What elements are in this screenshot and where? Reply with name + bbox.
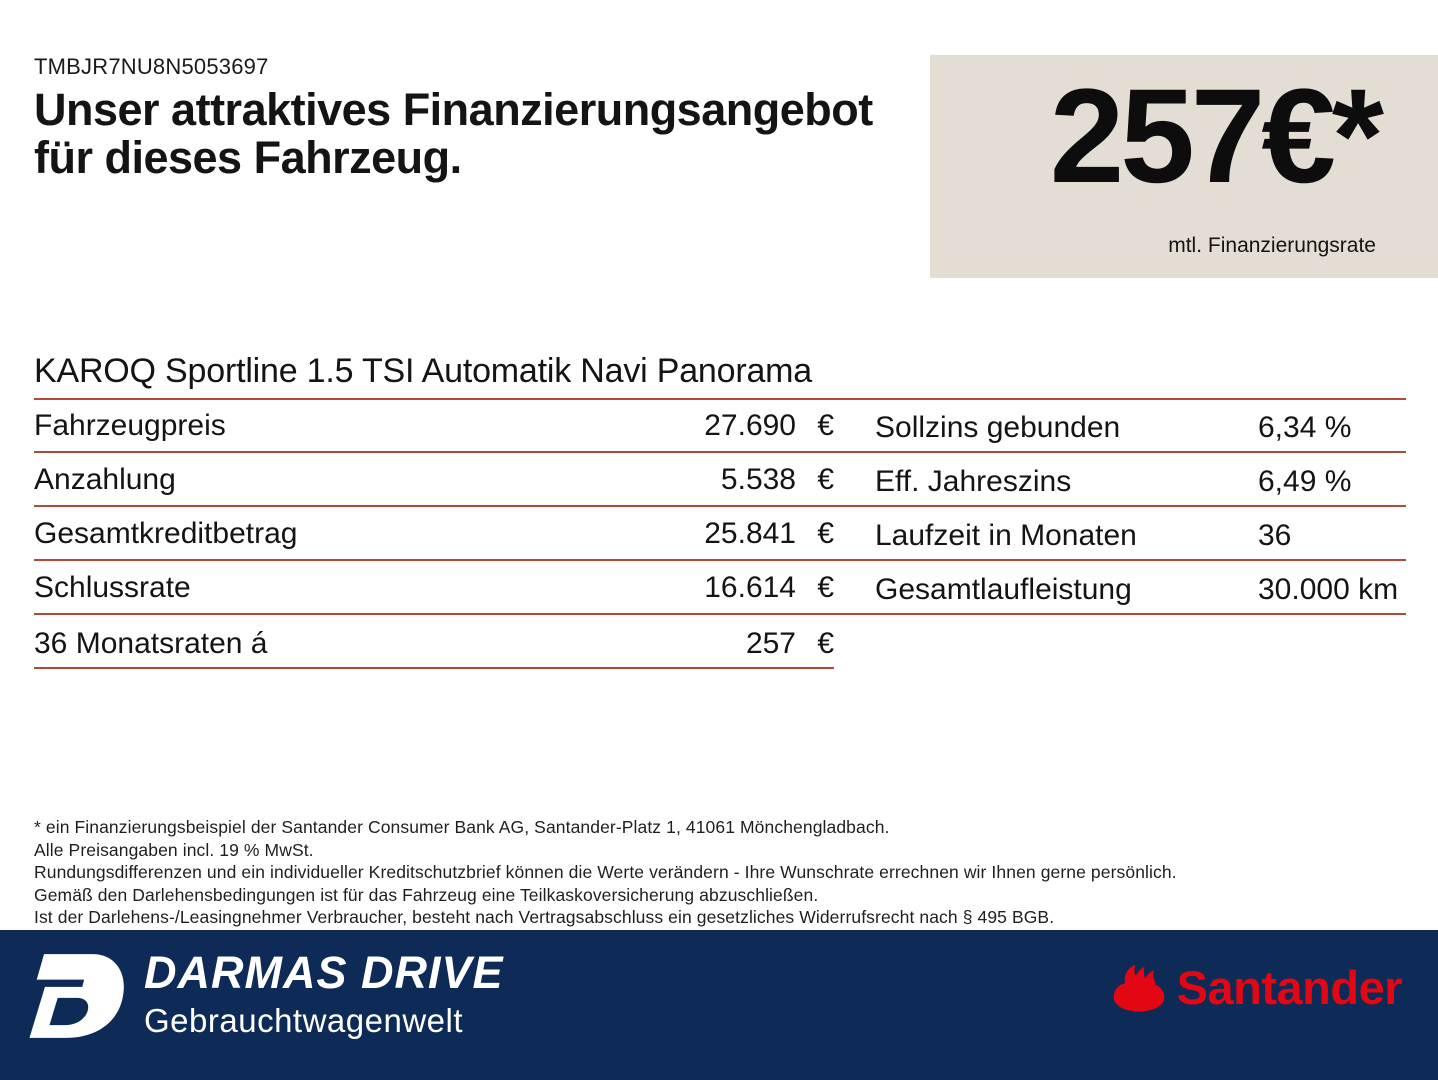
row-value: 5.538 — [720, 463, 796, 496]
table-cell-right: Laufzeit in Monaten 36 — [875, 519, 1406, 559]
offer-headline-line2: für dieses Fahrzeug. — [34, 132, 462, 184]
table-cell-right — [875, 663, 1406, 669]
row-unit: € — [817, 627, 834, 660]
table-cell-left: Fahrzeugpreis 27.690 € — [34, 409, 834, 451]
table-cell-right: Sollzins gebunden 6,34 % — [875, 411, 1406, 451]
row-label: 36 Monatsraten á — [34, 627, 268, 660]
table-cell-left: Schlussrate 16.614 € — [34, 571, 834, 613]
row-value: 30.000 km — [1258, 573, 1399, 606]
row-value: 25.841 — [704, 517, 796, 550]
table-cell-left: Gesamtkreditbetrag 25.841 € — [34, 517, 834, 559]
row-value: 257 — [745, 627, 796, 660]
table-row: 36 Monatsraten á 257 € — [34, 615, 1406, 669]
table-cell-right: Eff. Jahreszins 6,49 % — [875, 465, 1406, 505]
legal-footnotes: * ein Finanzierungsbeispiel der Santande… — [34, 816, 1398, 929]
footnote-line: * ein Finanzierungsbeispiel der Santande… — [34, 817, 890, 837]
row-label: Gesamtkreditbetrag — [34, 517, 298, 550]
vehicle-vin: TMBJR7NU8N5053697 — [34, 54, 269, 79]
offer-headline-line1: Unser attraktives Finanzierungsangebot — [34, 84, 873, 135]
dealer-subtitle: Gebrauchtwagenwelt — [144, 1002, 464, 1039]
santander-wordmark: Santander — [1176, 961, 1403, 1014]
row-value: 6,49 % — [1258, 465, 1352, 498]
row-unit: € — [817, 571, 834, 604]
row-label: Schlussrate — [34, 571, 191, 604]
vehicle-title: KAROQ Sportline 1.5 TSI Automatik Navi P… — [34, 352, 1406, 400]
row-label: Anzahlung — [34, 463, 176, 496]
offer-headline: Unser attraktives Finanzierungsangebot f… — [34, 84, 873, 184]
financing-table: Fahrzeugpreis 27.690 € Sollzins gebunden… — [34, 399, 1406, 669]
monthly-rate-caption: mtl. Finanzierungsrate — [1168, 234, 1376, 257]
table-cell-left: Anzahlung 5.538 € — [34, 463, 834, 505]
santander-logo: Santander — [1109, 960, 1403, 1015]
table-row: Gesamtkreditbetrag 25.841 € Laufzeit in … — [34, 507, 1406, 561]
row-label: Gesamtlaufleistung — [875, 573, 1132, 606]
footnote-line: Gemäß den Darlehensbedingungen ist für d… — [34, 884, 819, 905]
row-unit: € — [817, 517, 834, 550]
monthly-rate-amount: 257€* — [1049, 62, 1384, 211]
row-value: 27.690 — [704, 409, 796, 442]
table-row: Fahrzeugpreis 27.690 € Sollzins gebunden… — [34, 399, 1406, 453]
row-unit: € — [817, 463, 834, 496]
table-row: Anzahlung 5.538 € Eff. Jahreszins 6,49 % — [34, 453, 1406, 507]
row-label: Sollzins gebunden — [875, 411, 1121, 444]
row-label: Fahrzeugpreis — [34, 409, 226, 442]
footnote-line: Rundungsdifferenzen und ein individuelle… — [34, 862, 1177, 882]
table-row: Schlussrate 16.614 € Gesamtlaufleistung … — [34, 561, 1406, 615]
dealer-name: DARMAS DRIVE — [144, 947, 504, 998]
santander-flame-icon — [1113, 964, 1164, 1011]
row-label: Eff. Jahreszins — [875, 465, 1072, 498]
darmas-d-logo-icon — [29, 954, 124, 1038]
dealer-logo-text: DARMAS DRIVE Gebrauchtwagenwelt — [144, 950, 504, 1040]
row-value: 36 — [1258, 519, 1292, 552]
monthly-rate-box: 257€* mtl. Finanzierungsrate — [930, 55, 1438, 278]
row-label: Laufzeit in Monaten — [875, 519, 1137, 552]
footnote-line: Alle Preisangaben incl. 19 % MwSt. — [34, 839, 314, 860]
row-unit: € — [817, 409, 834, 442]
footer-bar: DARMAS DRIVE Gebrauchtwagenwelt Santande… — [0, 930, 1438, 1080]
table-cell-right: Gesamtlaufleistung 30.000 km — [875, 573, 1406, 613]
row-value: 6,34 % — [1258, 411, 1352, 444]
table-cell-left: 36 Monatsraten á 257 € — [34, 615, 834, 669]
row-value: 16.614 — [704, 571, 796, 604]
footnote-line: Ist der Darlehens-/Leasingnehmer Verbrau… — [34, 907, 1055, 927]
